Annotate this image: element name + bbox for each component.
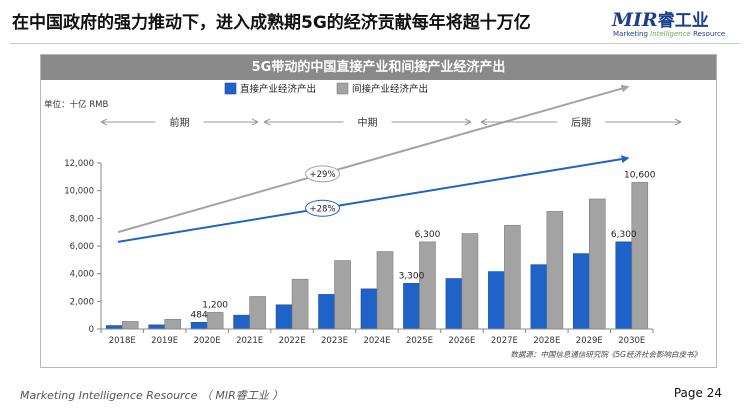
slide-title: 在中国政府的强力推动下，进入成熟期5G的经济贡献每年将超十万亿 [12,13,531,33]
x-tick-label: 2027E [491,336,518,346]
x-tick-label: 2018E [109,336,136,346]
bar-indirect [546,211,564,330]
bar-indirect [419,241,436,330]
y-tick-label: 6,000 [70,242,94,252]
trend-badge [305,199,341,217]
x-tick-label: 2025E [406,336,433,346]
x-tick-label: 2024E [363,336,390,346]
legend-swatch [224,82,237,95]
data-label: 484 [191,310,208,320]
phase-arrowhead [251,118,259,126]
bar-direct [148,324,165,330]
bar-direct [403,283,420,330]
y-tick-label: 0 [89,325,94,335]
bar-direct [105,325,123,330]
bar-direct [233,314,250,330]
y-tick-label: 8,000 [70,214,94,224]
trend-arrow-indirect [117,84,630,234]
bar-direct [360,288,378,330]
phase-label: 中期 [358,116,378,129]
bar-indirect [206,312,224,330]
bar-indirect [589,198,606,330]
logo-wordmark: MIR睿工业 [612,9,709,31]
chart-panel: 5G带动的中国直接产业和间接产业经济产出 +29% +28% 484 1,200 3,… [40,54,717,368]
x-tick-label: 2026E [448,336,475,346]
x-tick-label: 2019E [151,336,178,346]
y-tick-label: 2,000 [70,297,94,307]
phase-arrowhead [263,118,271,126]
bar-direct [615,241,633,330]
bar-indirect [334,260,351,330]
trend-label: +29% [310,170,336,180]
bar-indirect [249,296,266,330]
data-label: 6,300 [611,230,637,240]
phase-label: 前期 [170,116,190,129]
phase-arrowhead [100,118,108,126]
phase-arrowhead [674,118,682,126]
bar-direct [530,264,548,330]
trend-label: +28% [310,204,336,214]
data-label: 1,200 [202,300,228,310]
bar-indirect [461,233,479,330]
x-tick-label: 2023E [321,336,348,346]
bar-direct [488,271,505,330]
unit-label: 单位：十亿 RMB [44,99,108,110]
bar-direct [190,322,208,330]
chart-title: 5G带动的中国直接产业和间接产业经济产出 [41,55,716,80]
bar-direct [318,294,335,330]
bar-indirect [291,278,309,330]
y-tick-label: 10,000 [64,187,94,197]
bar-direct [445,278,463,330]
bar-direct [573,253,590,330]
y-tick-label: 12,000 [64,159,94,169]
phase-label: 后期 [571,117,591,129]
trend-badge [305,165,341,183]
x-tick-label: 2030E [618,336,645,346]
x-tick-label: 2022E [279,336,306,346]
x-tick-label: 2028E [533,336,560,346]
bar-indirect [631,182,649,330]
page-number: Page 24 [673,386,722,400]
trend-arrow-direct [117,155,630,243]
mir-logo: MIR睿工业 Marketing Intelligence Resource [612,6,742,40]
bar-indirect [164,319,181,330]
bar-indirect [121,321,139,330]
legend-label: 间接产业经济产出 [352,83,428,95]
footer-brand: Marketing Intelligence Resource （ MIR睿工业… [20,389,284,402]
title-divider [10,43,740,44]
data-label: 6,300 [415,230,441,240]
x-tick-label: 2020E [194,336,221,346]
x-tick-label: 2021E [236,336,263,346]
x-tick-label: 2029E [576,336,603,346]
bar-indirect [504,224,521,330]
y-tick-label: 4,000 [70,270,94,280]
source-note: 数据源：中国信息通信研究院《5G经济社会影响白皮书》 [510,350,701,359]
bar-indirect [376,251,394,330]
legend-swatch [336,82,349,95]
data-label: 10,600 [624,170,656,180]
phase-arrowhead [464,118,472,126]
legend-label: 直接产业经济产出 [240,83,316,95]
phase-arrowhead [480,118,488,126]
bar-direct [275,304,293,330]
logo-tagline: Marketing Intelligence Resource [613,30,726,38]
data-label: 3,300 [399,271,425,281]
